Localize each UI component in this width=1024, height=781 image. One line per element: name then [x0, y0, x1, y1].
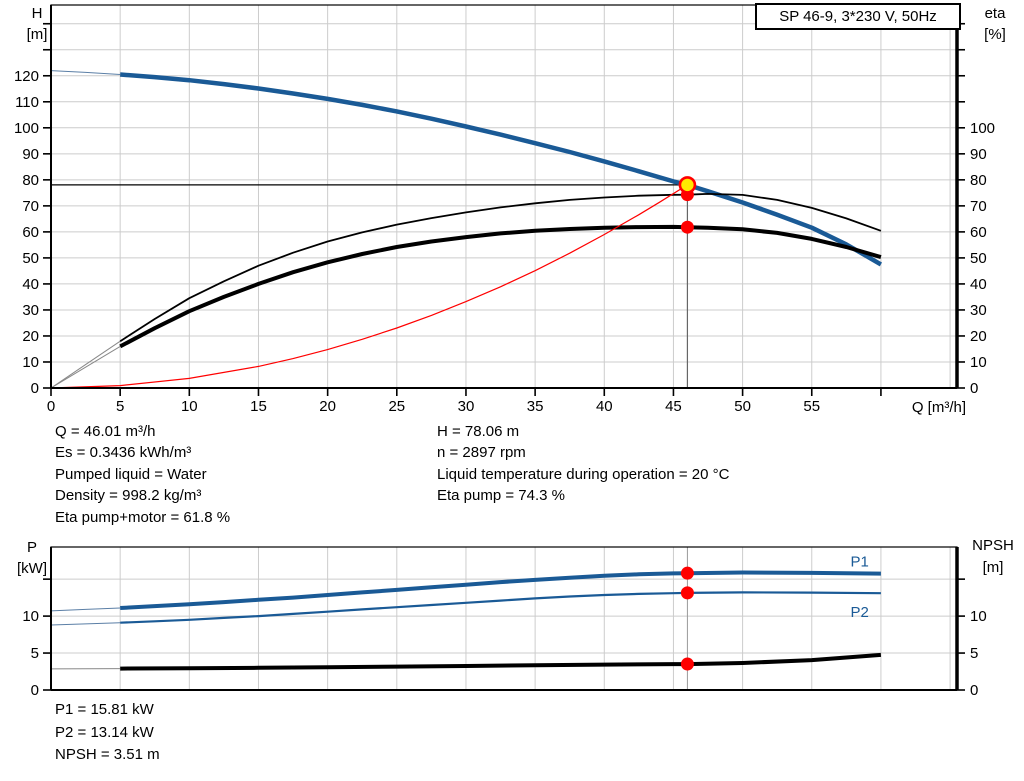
- p2-curve-label: P2: [850, 604, 868, 621]
- tick-label: 80: [22, 172, 39, 189]
- duty-info-left: Q = 46.01 m³/h Es = 0.3436 kWh/m³ Pumped…: [55, 423, 230, 530]
- info-n: n = 2897 rpm: [437, 444, 526, 462]
- power-npsh-chart: P1 P2 0 5 10 0 5 10: [22, 546, 987, 699]
- tick-label: 50: [970, 250, 987, 267]
- npsh-axis-title: NPSH: [972, 537, 1014, 554]
- tick-label: 5: [31, 645, 39, 662]
- tick-label: 5: [970, 645, 978, 662]
- gridlines: [51, 5, 957, 388]
- info-npsh: NPSH = 3.51 m: [55, 746, 160, 764]
- pump-type-label: SP 46-9, 3*230 V, 50Hz: [779, 8, 937, 25]
- tick-label: 0: [970, 380, 978, 397]
- axis-ticks: 0 5 10 0 5 10: [22, 578, 987, 699]
- npsh-axis-unit: [m]: [982, 559, 1004, 576]
- p2-point: [680, 586, 694, 600]
- h-axis-unit: [m]: [26, 26, 48, 43]
- tick-label: 10: [970, 608, 987, 625]
- tick-label: 10: [970, 354, 987, 371]
- info-eta-pump-motor: Eta pump+motor = 61.8 %: [55, 508, 231, 526]
- tick-label: 55: [803, 398, 820, 415]
- info-es: Es = 0.3436 kWh/m³: [55, 444, 192, 462]
- tick-label: 50: [734, 398, 751, 415]
- p-axis-title: P: [26, 539, 37, 556]
- tick-label: 90: [970, 146, 987, 163]
- tick-label: 40: [596, 398, 613, 415]
- tick-label: 40: [970, 276, 987, 293]
- info-p1: P1 = 15.81 kW: [55, 701, 154, 718]
- eta-pump-motor-point: [680, 220, 694, 234]
- tick-label: 30: [22, 302, 39, 319]
- eta-pump-motor-curve: [50, 224, 882, 389]
- tick-label: 70: [22, 198, 39, 215]
- tick-label: 10: [22, 608, 39, 625]
- q-axis-title: Q [m³/h]: [911, 399, 966, 416]
- axis-ticks: 0102030405060708090100110120010203040506…: [14, 22, 995, 415]
- tick-label: 5: [116, 398, 124, 415]
- system-curve: [50, 184, 688, 389]
- tick-label: 60: [970, 224, 987, 241]
- tick-label: 25: [388, 398, 405, 415]
- tick-label: 100: [970, 120, 995, 137]
- info-eta-pump: Eta pump = 74.3 %: [437, 487, 565, 505]
- eta-pump-curve: [50, 193, 882, 389]
- eta-axis-unit: [%]: [984, 26, 1006, 43]
- tick-label: 0: [31, 682, 39, 699]
- tick-label: 110: [15, 94, 39, 111]
- tick-label: 20: [319, 398, 336, 415]
- npsh-curve: [50, 652, 882, 671]
- tick-label: 0: [31, 380, 39, 397]
- tick-label: 20: [970, 328, 987, 345]
- p-axis-unit: [kW]: [17, 560, 47, 577]
- info-pumped-liquid: Pumped liquid = Water: [55, 465, 207, 483]
- plot-frame: [50, 4, 958, 389]
- tick-label: 60: [22, 224, 39, 241]
- eta-axis-title: eta: [984, 5, 1006, 22]
- tick-label: 50: [22, 250, 39, 267]
- hq-chart: 0102030405060708090100110120010203040506…: [14, 4, 995, 415]
- tick-label: 10: [22, 354, 39, 371]
- p1-point: [680, 566, 694, 580]
- tick-label: 15: [250, 398, 267, 415]
- h-axis-title: H: [31, 5, 43, 22]
- tick-label: 0: [970, 682, 978, 699]
- tick-label: 45: [665, 398, 682, 415]
- tick-label: 70: [970, 198, 987, 215]
- tick-label: 120: [14, 68, 39, 85]
- tick-label: 40: [22, 276, 39, 293]
- tick-label: 30: [970, 302, 987, 319]
- tick-label: 100: [14, 120, 39, 137]
- duty-info-right: H = 78.06 m n = 2897 rpm Liquid temperat…: [437, 423, 729, 509]
- npsh-point: [680, 657, 694, 671]
- power-info: P1 = 15.81 kW P2 = 13.14 kW NPSH = 3.51 …: [55, 701, 160, 769]
- tick-label: 90: [22, 146, 39, 163]
- info-q: Q = 46.01 m³/h: [55, 423, 156, 440]
- info-liquid-temperature: Liquid temperature during operation = 20…: [437, 465, 730, 483]
- info-density: Density = 998.2 kg/m³: [55, 487, 202, 505]
- pump-type-box: SP 46-9, 3*230 V, 50Hz: [755, 3, 961, 30]
- tick-label: 80: [970, 172, 987, 189]
- h-curve: [50, 70, 883, 267]
- info-p2: P2 = 13.14 kW: [55, 723, 154, 741]
- p1-curve-label: P1: [850, 554, 868, 571]
- tick-label: 20: [22, 328, 39, 345]
- tick-label: 30: [458, 398, 475, 415]
- tick-label: 35: [527, 398, 544, 415]
- tick-label: 10: [181, 398, 198, 415]
- duty-point: [678, 176, 697, 194]
- tick-label: 0: [47, 398, 55, 415]
- info-h: H = 78.06 m: [437, 423, 520, 440]
